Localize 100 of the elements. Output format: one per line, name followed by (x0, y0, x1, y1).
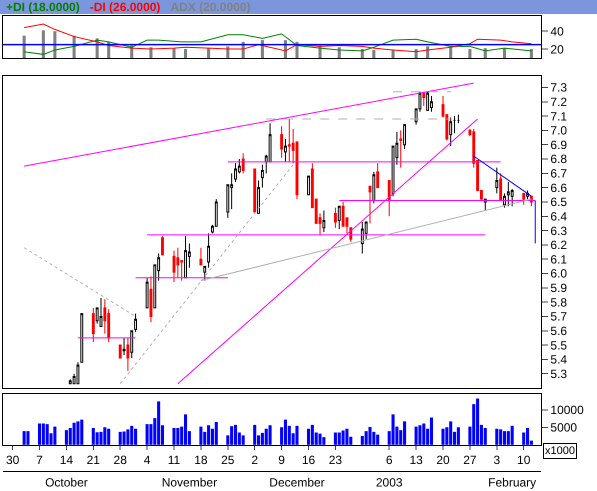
candlestick (150, 276, 152, 323)
bar (76, 421, 80, 445)
x-tick-label: 10 (517, 453, 531, 468)
bar (253, 424, 256, 445)
bar (96, 432, 99, 445)
bar (92, 428, 95, 445)
candlestick (338, 206, 341, 230)
bar (284, 420, 287, 445)
candlestick (257, 180, 260, 214)
text: -DI (26.0000) (90, 0, 160, 14)
x2-tick-label: December (269, 475, 325, 490)
bar (476, 398, 480, 445)
bar (334, 432, 337, 445)
candlestick (368, 186, 372, 224)
y-tick-label: 6.0 (550, 266, 568, 281)
x-tick-label: 18 (194, 453, 208, 468)
candlestick (422, 91, 426, 107)
x-tick-label: 7 (36, 453, 44, 468)
candlestick (376, 162, 380, 188)
y-tick-label: 6.5 (550, 195, 568, 210)
y-tick-label: 7.2 (550, 94, 568, 109)
bar (364, 431, 368, 445)
y-tick-label: 5.9 (550, 281, 568, 296)
candlestick (322, 210, 326, 232)
y-tick-label: 5000 (550, 420, 578, 434)
x-tick-label: 25 (221, 453, 235, 468)
candlestick (453, 116, 456, 134)
candlestick (146, 277, 149, 308)
line-series (24, 24, 532, 52)
x-tick-label: 9 (278, 453, 286, 468)
bar (122, 432, 126, 445)
bar (449, 421, 452, 445)
bar (318, 434, 322, 445)
bar (495, 428, 498, 445)
bar (441, 428, 445, 445)
bar (80, 420, 84, 445)
x-tick-label: 13 (409, 453, 424, 468)
bar (72, 422, 76, 445)
y-tick-label: 7.0 (550, 124, 568, 138)
bar (38, 423, 42, 445)
bar (502, 431, 506, 445)
bar (403, 421, 406, 445)
bar (414, 426, 418, 445)
x2-tick-label: February (488, 475, 536, 490)
bar (199, 426, 202, 445)
bar (157, 401, 160, 445)
x-tick-label: 14 (60, 453, 74, 468)
candlestick (280, 126, 284, 158)
candlestick (172, 250, 176, 283)
bar (418, 425, 422, 445)
candlestick (399, 130, 402, 168)
bar (46, 424, 49, 445)
bar (510, 426, 514, 445)
bar (64, 430, 68, 445)
bar (107, 428, 110, 445)
y-tick-label: 10000 (550, 402, 584, 417)
candlestick (203, 266, 206, 282)
bar (368, 426, 372, 445)
x2-tick-label: 2003 (376, 475, 403, 490)
candlestick (134, 313, 138, 333)
bar (484, 428, 487, 445)
bar (176, 428, 180, 445)
candlestick (334, 207, 337, 228)
candlestick (126, 337, 130, 372)
candlestick (184, 236, 187, 278)
candlestick (506, 181, 510, 207)
y-tick-label: 7.3 (550, 80, 568, 95)
candlestick (234, 162, 237, 182)
candlestick (76, 362, 80, 384)
y-tick-label: 6.3 (550, 224, 568, 238)
y-tick-label: 5.3 (550, 366, 568, 381)
candlestick (522, 192, 526, 206)
y-tick-label: 5.6 (550, 324, 568, 338)
x-tick-label: 21 (86, 453, 100, 468)
y-tick-label: 5.7 (550, 310, 568, 324)
y-tick-label: 7.1 (550, 109, 568, 124)
x-tick-label: 30 (6, 453, 20, 468)
x-tick-label: 11 (168, 453, 181, 468)
bar (260, 432, 264, 445)
x-tick-label: 20 (436, 453, 450, 468)
candlestick (495, 167, 498, 194)
candlestick (122, 337, 126, 356)
candlestick (307, 176, 310, 196)
bar (99, 432, 103, 445)
candlestick (372, 171, 376, 204)
candlestick (100, 297, 102, 327)
x-tick-label: 4 (144, 453, 151, 468)
bar (146, 424, 149, 445)
bar (214, 422, 218, 445)
bar (392, 414, 395, 445)
bar (456, 427, 460, 445)
y-tick-label: 6.8 (550, 152, 568, 166)
text: x1000 (545, 445, 575, 457)
candlestick (207, 232, 210, 268)
candlestick (499, 172, 502, 202)
bar (268, 425, 272, 445)
x-tick-label: 28 (114, 453, 128, 468)
x2-tick-label: November (162, 475, 218, 490)
bar (118, 432, 122, 445)
text: +DI (18.0000) (6, 0, 80, 14)
